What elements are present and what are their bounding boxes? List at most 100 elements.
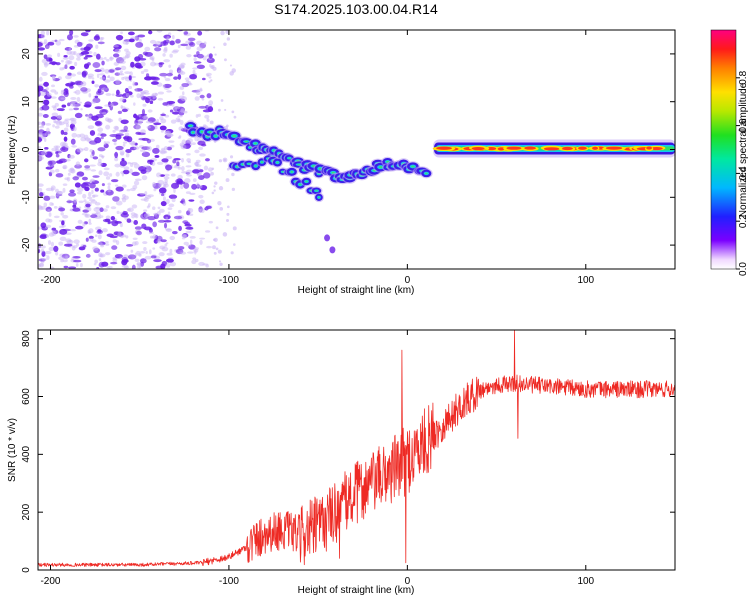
noise-blob — [181, 157, 184, 163]
ridge-spot-center — [425, 172, 428, 175]
noise-blob — [185, 226, 194, 230]
noise-blob — [91, 77, 95, 80]
noise-blob — [44, 62, 48, 68]
noise-blob — [135, 41, 144, 48]
outlier-spot — [329, 246, 336, 254]
noise-blob — [48, 246, 54, 252]
noise-blob — [157, 206, 161, 210]
noise-blob — [184, 178, 191, 184]
noise-blob — [83, 63, 90, 69]
noise-blob — [205, 158, 210, 162]
noise-blob — [51, 227, 57, 231]
noise-blob — [229, 71, 234, 76]
noise-blob — [91, 115, 99, 121]
noise-blob — [61, 146, 66, 151]
noise-blob — [125, 148, 132, 154]
noise-blob — [89, 130, 96, 136]
noise-blob — [185, 230, 192, 234]
noise-blob — [229, 155, 234, 159]
noise-blob — [140, 193, 146, 196]
noise-blob — [151, 77, 160, 81]
noise-blob — [76, 96, 81, 103]
noise-blob — [159, 125, 167, 131]
noise-blob — [167, 32, 172, 36]
noise-blob — [144, 255, 152, 260]
noise-blob — [133, 146, 140, 150]
noise-blob — [94, 95, 99, 99]
snr-x-label: Height of straight line (km) — [298, 585, 415, 596]
noise-blob — [91, 194, 96, 199]
noise-blob — [203, 172, 211, 179]
y-tick-label: 200 — [21, 503, 32, 520]
noise-blob — [113, 61, 119, 66]
noise-blob — [67, 172, 71, 176]
noise-blob — [91, 189, 94, 195]
noise-blob — [129, 168, 133, 174]
noise-blob — [98, 73, 106, 76]
noise-blob — [121, 257, 128, 263]
noise-blob — [94, 84, 99, 88]
noise-blob — [138, 38, 142, 43]
noise-blob — [68, 55, 75, 61]
noise-blob — [65, 74, 72, 80]
noise-blob — [122, 141, 128, 144]
noise-blob — [206, 245, 213, 249]
noise-blob — [89, 182, 96, 189]
noise-blob — [56, 160, 64, 164]
noise-blob — [46, 30, 50, 36]
noise-blob — [118, 130, 124, 134]
noise-blob — [194, 249, 197, 255]
noise-blob — [93, 207, 100, 212]
ridge-spot-center — [411, 165, 415, 168]
spectrogram-x-label: Height of straight line (km) — [298, 285, 415, 296]
noise-blob — [198, 146, 204, 151]
noise-blob — [131, 204, 138, 209]
noise-blob — [51, 40, 55, 43]
noise-blob — [105, 176, 111, 180]
noise-blob — [76, 41, 83, 47]
band-hot-core — [524, 146, 537, 150]
noise-blob — [65, 123, 70, 128]
noise-blob — [76, 52, 82, 58]
ridge-spot-center — [248, 146, 252, 149]
noise-blob — [159, 72, 168, 77]
colorbar: 0.0 0.2 0.4 0.6 0.8 Normalized spectral ampl… — [710, 29, 749, 276]
noise-blob — [227, 205, 230, 209]
band-hot-core — [497, 147, 505, 151]
noise-blob — [177, 69, 184, 75]
noise-blob — [163, 176, 170, 180]
noise-blob — [99, 76, 106, 80]
noise-blob — [188, 213, 194, 216]
noise-blob — [218, 186, 224, 191]
noise-blob — [231, 187, 236, 192]
noise-blob — [150, 255, 157, 259]
noise-blob — [202, 109, 212, 113]
noise-blob — [110, 215, 116, 221]
noise-blob — [84, 137, 91, 142]
noise-blob — [42, 114, 49, 118]
noise-blob — [133, 122, 141, 125]
noise-blob — [220, 99, 224, 102]
noise-blob — [102, 208, 108, 212]
noise-blob — [194, 96, 200, 101]
noise-blob — [153, 188, 157, 192]
noise-blob — [117, 231, 122, 237]
noise-blob — [83, 56, 88, 60]
noise-blob — [100, 189, 105, 193]
y-tick-label: 0 — [21, 146, 32, 152]
noise-blob — [199, 169, 204, 173]
noise-blob — [206, 118, 210, 122]
noise-blob — [105, 124, 111, 130]
x-tick-label: 0 — [405, 576, 411, 587]
noise-blob — [137, 132, 146, 136]
noise-blob — [90, 169, 97, 172]
noise-blob — [62, 214, 69, 219]
noise-blob — [199, 239, 203, 245]
noise-blob — [180, 110, 186, 114]
noise-blob — [80, 51, 90, 55]
noise-blob — [114, 151, 119, 159]
noise-blob — [145, 73, 150, 78]
noise-blob — [48, 57, 53, 63]
noise-blob — [110, 103, 114, 108]
noise-blob — [50, 89, 57, 93]
